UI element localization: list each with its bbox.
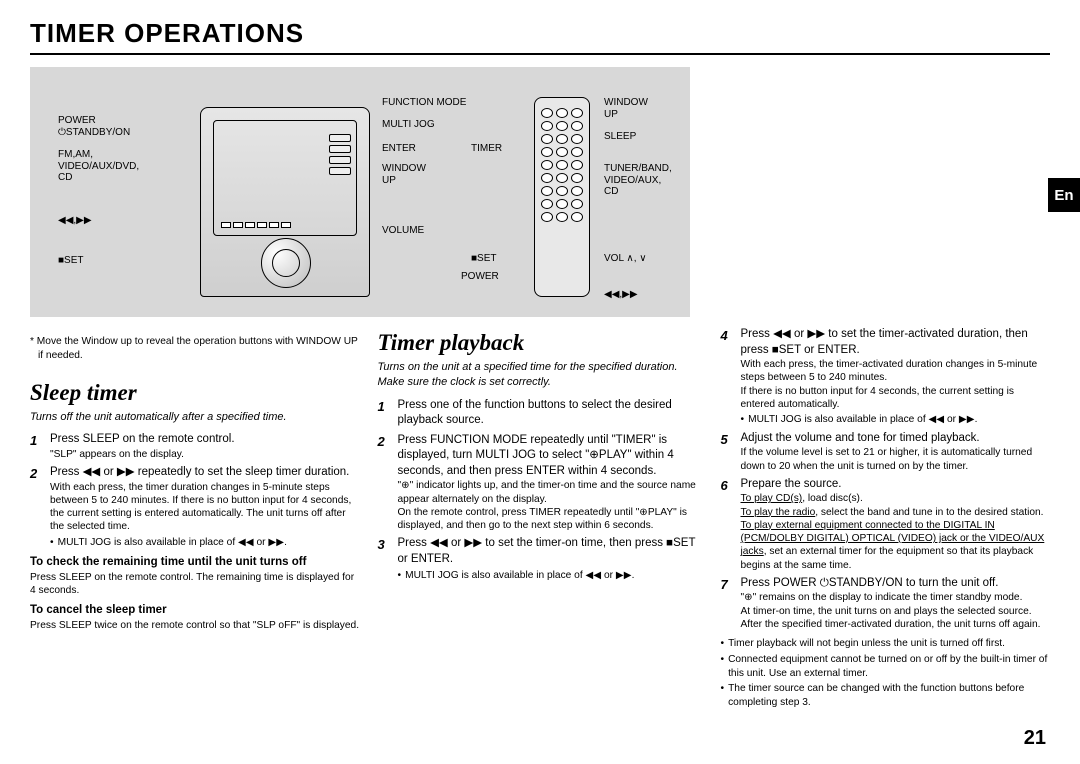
cancel-sleep-body: Press SLEEP twice on the remote control … xyxy=(30,619,360,632)
label-power: POWER ⏻STANDBY/ON xyxy=(58,115,130,138)
check-remaining-heading: To check the remaining time until the un… xyxy=(30,555,360,571)
device-illustration xyxy=(200,107,370,297)
page-title: TIMER OPERATIONS xyxy=(30,18,1050,55)
sleep-step-2: 2 Press ◀◀ or ▶▶ repeatedly to set the s… xyxy=(30,465,360,549)
label-rev-fwd: ◀◀,▶▶ xyxy=(58,215,92,227)
timer-playback-subtitle: Turns on the unit at a specified time fo… xyxy=(378,360,703,390)
end-bullet-1: Timer playback will not begin unless the… xyxy=(721,637,1051,651)
label-window-up: WINDOW UP xyxy=(382,163,426,186)
column-1: * Move the Window up to reveal the opera… xyxy=(30,327,360,710)
language-tab: En xyxy=(1048,178,1080,212)
page-number: 21 xyxy=(1024,727,1046,750)
sleep-timer-subtitle: Turns off the unit automatically after a… xyxy=(30,410,360,425)
remote-illustration xyxy=(534,97,590,297)
label-set: ■SET xyxy=(58,255,84,267)
timer-playback-heading: Timer playback xyxy=(378,327,703,358)
label-volume: VOLUME xyxy=(382,225,424,237)
label-window-up-r: WINDOW UP xyxy=(604,97,648,120)
playback-step-5: 5 Adjust the volume and tone for timed p… xyxy=(721,431,1051,473)
prepare-source-body: To play CD(s), load disc(s). To play the… xyxy=(741,492,1051,572)
column-3: 4 Press ◀◀ or ▶▶ to set the timer-activa… xyxy=(721,327,1051,710)
playback-step-3: 3 Press ◀◀ or ▶▶ to set the timer-on tim… xyxy=(378,536,703,583)
playback-step-6: 6 Prepare the source. To play CD(s), loa… xyxy=(721,477,1051,572)
end-bullet-2: Connected equipment cannot be turned on … xyxy=(721,653,1051,681)
label-sleep: SLEEP xyxy=(604,131,636,143)
playback-step-1: 1 Press one of the function buttons to s… xyxy=(378,398,703,429)
label-tuner: TUNER/BAND, VIDEO/AUX, CD xyxy=(604,163,672,198)
playback-step-2: 2 Press FUNCTION MODE repeatedly until "… xyxy=(378,433,703,533)
cancel-sleep-heading: To cancel the sleep timer xyxy=(30,603,360,619)
label-vol: VOL ∧, ∨ xyxy=(604,253,647,265)
label-function-mode: FUNCTION MODE xyxy=(382,97,466,109)
playback-step-4: 4 Press ◀◀ or ▶▶ to set the timer-activa… xyxy=(721,327,1051,427)
playback-step-7: 7 Press POWER ⏻STANDBY/ON to turn the un… xyxy=(721,576,1051,631)
asterisk-note: * Move the Window up to reveal the opera… xyxy=(30,335,360,363)
label-fm-am: FM,AM, VIDEO/AUX/DVD, CD xyxy=(58,149,139,184)
label-remote-set: ■SET xyxy=(471,253,497,265)
label-multi-jog: MULTI JOG xyxy=(382,119,435,131)
control-diagram: POWER ⏻STANDBY/ON FM,AM, VIDEO/AUX/DVD, … xyxy=(30,67,690,317)
sleep-timer-heading: Sleep timer xyxy=(30,377,360,408)
column-2: Timer playback Turns on the unit at a sp… xyxy=(378,327,703,710)
label-remote-power: POWER xyxy=(461,271,499,283)
check-remaining-body: Press SLEEP on the remote control. The r… xyxy=(30,571,360,598)
label-enter: ENTER xyxy=(382,143,416,155)
label-timer: TIMER xyxy=(471,143,502,155)
sleep-step-1: 1 Press SLEEP on the remote control. "SL… xyxy=(30,432,360,461)
end-bullet-3: The timer source can be changed with the… xyxy=(721,682,1051,710)
label-remote-revfwd: ◀◀,▶▶ xyxy=(604,289,638,301)
